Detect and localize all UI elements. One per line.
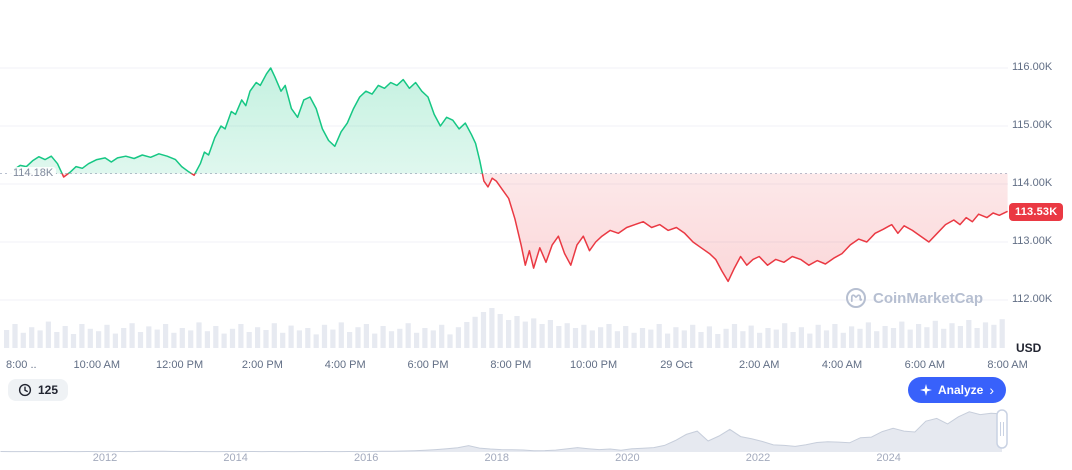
x-axis-label: 10:00 PM bbox=[570, 359, 618, 371]
watermark-text: CoinMarketCap bbox=[873, 289, 984, 307]
x-axis-label: 4:00 AM bbox=[821, 359, 863, 371]
y-axis-label: 115.00K bbox=[1012, 119, 1053, 131]
coinmarketcap-logo-icon bbox=[846, 288, 866, 308]
y-axis-label: 116.00K bbox=[1012, 61, 1053, 73]
y-axis-label: 113.00K bbox=[1012, 235, 1053, 247]
chevron-right-icon: › bbox=[989, 382, 994, 398]
minimap-year-axis: 2012 2014 2016 2018 2020 2022 2024 bbox=[0, 452, 1012, 466]
last-price-badge: 113.53K bbox=[1009, 203, 1064, 221]
minimap-range-handle[interactable] bbox=[996, 409, 1008, 449]
baseline-price-label: 114.18K bbox=[10, 167, 57, 179]
analyze-button[interactable]: Analyze › bbox=[907, 377, 1006, 403]
year-label: 2014 bbox=[223, 452, 248, 464]
year-label: 2024 bbox=[876, 452, 901, 464]
x-axis-label: 6:00 AM bbox=[904, 359, 945, 371]
x-axis-label: 6:00 PM bbox=[407, 359, 449, 371]
date-range-minimap[interactable] bbox=[0, 406, 1012, 454]
axis-unit-label: USD bbox=[1016, 341, 1042, 355]
x-axis-label: 29 Oct bbox=[660, 359, 693, 371]
main-price-chart[interactable] bbox=[0, 0, 1072, 352]
x-axis-label: 2:00 AM bbox=[739, 359, 780, 371]
x-axis-label: 8:00 AM bbox=[987, 359, 1028, 371]
x-axis: 8:00 .. 10:00 AM 12:00 PM 2:00 PM 4:00 PM 6:0… bbox=[0, 359, 1028, 373]
analyze-button-label: Analyze bbox=[937, 383, 984, 397]
x-axis-label: 8:00 PM bbox=[490, 359, 532, 371]
sparkle-icon bbox=[919, 384, 932, 396]
year-label: 2022 bbox=[745, 452, 771, 464]
history-count-label: 125 bbox=[38, 383, 59, 397]
x-axis-label: 12:00 PM bbox=[156, 359, 204, 371]
x-axis-label: 4:00 PM bbox=[324, 359, 366, 371]
coinmarketcap-watermark: CoinMarketCap bbox=[845, 287, 983, 309]
year-label: 2016 bbox=[353, 452, 379, 464]
year-label: 2012 bbox=[92, 452, 118, 464]
x-axis-label: 8:00 .. bbox=[6, 359, 37, 371]
x-axis-label: 2:00 PM bbox=[241, 359, 283, 371]
y-axis-label: 114.00K bbox=[1012, 177, 1053, 189]
history-count-button[interactable]: 125 bbox=[8, 379, 69, 401]
year-label: 2020 bbox=[615, 452, 640, 464]
year-label: 2018 bbox=[484, 452, 510, 464]
clock-history-icon bbox=[18, 383, 32, 397]
x-axis-label: 10:00 AM bbox=[73, 359, 121, 371]
y-axis-label: 112.00K bbox=[1012, 293, 1053, 305]
